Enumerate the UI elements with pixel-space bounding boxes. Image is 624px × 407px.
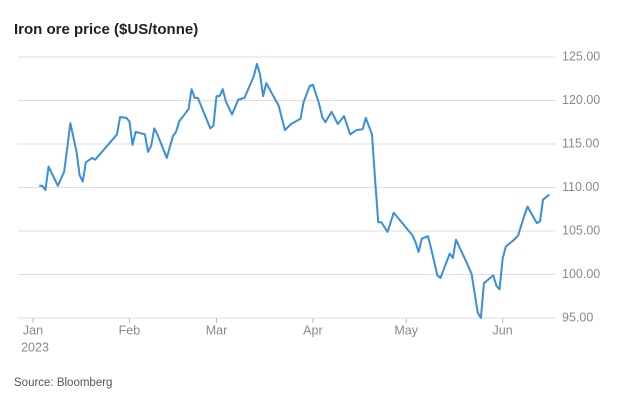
y-tick-label: 120.00 <box>562 93 600 107</box>
x-tick-label: May <box>394 323 418 337</box>
x-year-label: 2023 <box>21 340 49 354</box>
y-tick-label: 125.00 <box>562 49 600 63</box>
y-tick-label: 105.00 <box>562 223 600 237</box>
chart-title: Iron ore price ($US/tonne) <box>14 21 198 38</box>
price-line <box>39 62 550 319</box>
x-tick-label: Mar <box>206 323 228 337</box>
source: Source: Bloomberg <box>14 377 112 389</box>
x-tick-label: Feb <box>119 323 141 337</box>
x-tick-label: Apr <box>303 323 322 337</box>
y-tick-label: 115.00 <box>562 136 599 150</box>
y-tick-label: 110.00 <box>562 180 599 194</box>
x-tick-label: Jun <box>493 323 513 337</box>
y-tick-label: 95.00 <box>562 310 593 324</box>
y-tick-label: 100.00 <box>562 267 600 281</box>
x-tick-label: Jan <box>23 323 43 337</box>
